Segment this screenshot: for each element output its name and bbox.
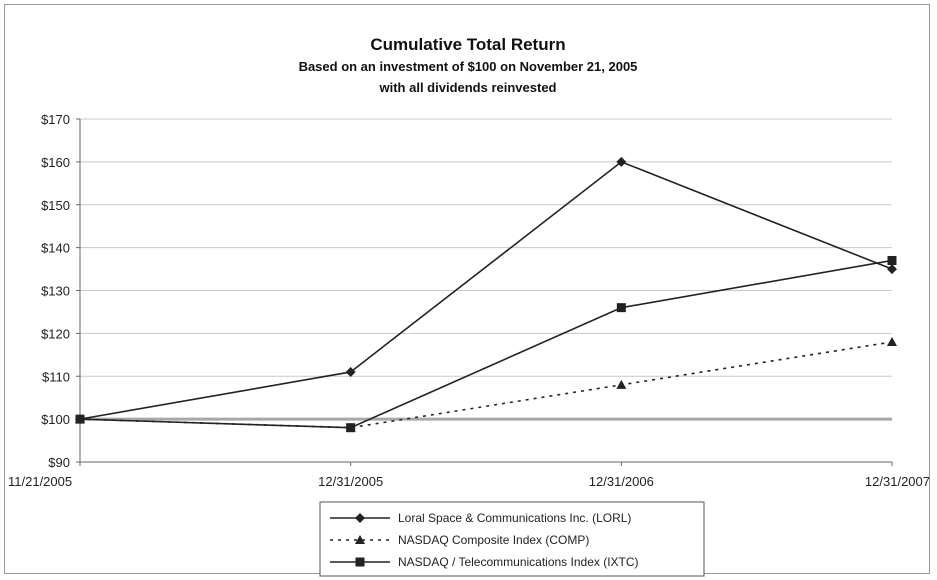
chart-frame: [4, 4, 930, 574]
triangle-marker: [616, 379, 627, 389]
series-line: [79, 259, 893, 429]
series-line: [79, 341, 893, 429]
y-axis-tick-labels: $90 $100 $110 $120 $130 $140 $150 $160 $170: [41, 112, 70, 470]
y-tick-label: $140: [41, 241, 70, 256]
legend-box: [319, 501, 705, 577]
diamond-marker: [355, 513, 365, 523]
y-tick-label: $160: [41, 155, 70, 170]
triangle-marker: [887, 336, 897, 346]
x-tick-label: 12/31/2005: [318, 474, 383, 489]
axes: [79, 119, 892, 463]
y-tick-label: $90: [48, 455, 70, 470]
series-triangle-group: [75, 336, 897, 432]
y-tick-label: $100: [41, 412, 70, 427]
grid-lines: [76, 118, 892, 463]
y-tick-label: $110: [42, 369, 70, 384]
x-axis-tick-labels: 11/21/2005 12/31/2005 12/31/2006 12/31/2007: [8, 462, 930, 489]
diamond-marker: [887, 264, 897, 275]
triangle-marker: [355, 535, 365, 544]
square-marker: [355, 557, 365, 567]
legend-label: NASDAQ Composite Index (COMP): [398, 533, 589, 547]
diamond-marker: [345, 366, 356, 377]
legend-label: Loral Space & Communications Inc. (LORL): [398, 511, 631, 525]
square-marker: [887, 255, 897, 265]
y-tick-label: $120: [41, 326, 70, 341]
series-lines: [75, 156, 897, 433]
legend-label: NASDAQ / Telecommunications Index (IXTC): [398, 555, 639, 569]
chart-subtitle-line-2: with all dividends reinvested: [379, 80, 557, 95]
diamond-marker: [616, 156, 627, 167]
y-tick-label: $150: [41, 198, 70, 213]
y-tick-label: $130: [41, 284, 70, 299]
chart-subtitle-line-1: Based on an investment of $100 on Novemb…: [299, 59, 638, 74]
legend: Loral Space & Communications Inc. (LORL)…: [319, 501, 705, 577]
square-marker: [75, 414, 85, 424]
x-tick-label: 12/31/2006: [589, 474, 654, 489]
square-marker: [346, 423, 356, 433]
y-tick-label: $170: [41, 112, 70, 127]
x-tick-label: 12/31/2007: [865, 474, 930, 489]
series-square-group: [75, 255, 897, 433]
series-line: [79, 160, 893, 420]
square-marker: [616, 303, 626, 313]
x-tick-label: 11/21/2005: [8, 474, 72, 489]
chart-title: Cumulative Total Return: [370, 35, 565, 54]
